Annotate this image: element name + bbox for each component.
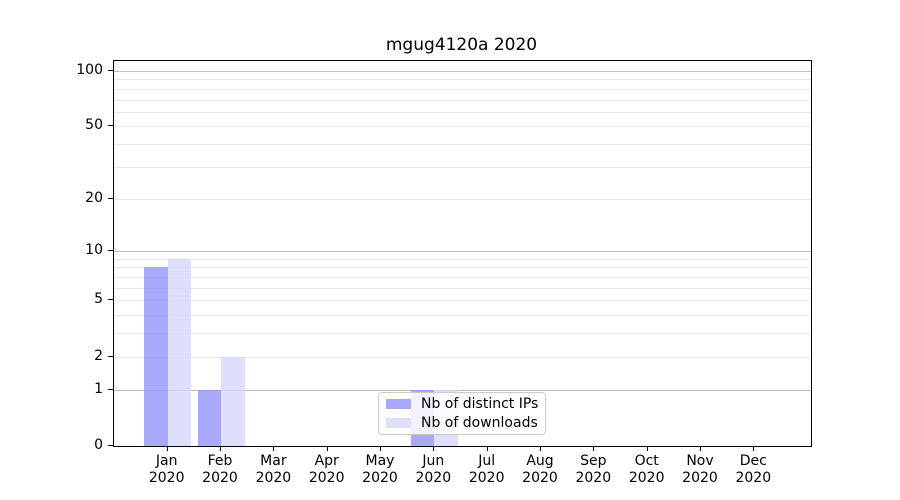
minor-gridline (114, 300, 811, 302)
minor-gridline (114, 99, 811, 101)
bar-feb-downloads (221, 356, 245, 446)
x-tick-mark (753, 446, 755, 451)
bar-feb-distinct-ips (197, 389, 221, 446)
x-tick-label-jun: Jun 2020 (415, 453, 452, 486)
x-tick-label-aug: Aug 2020 (522, 453, 558, 486)
y-tick-label: 2 (94, 347, 103, 364)
y-tick-label: 20 (85, 189, 103, 206)
y-tick-mark (108, 69, 113, 71)
y-tick-mark (108, 388, 113, 390)
major-gridline (114, 70, 811, 72)
minor-gridline (114, 79, 811, 81)
y-tick-label: 0 (94, 437, 103, 453)
x-tick-mark (220, 446, 221, 451)
x-tick-label-may: May 2020 (362, 453, 398, 486)
y-tick-label: 100 (76, 61, 103, 78)
y-tick-label: 5 (94, 291, 103, 308)
minor-gridline (114, 356, 811, 358)
minor-gridline (114, 277, 811, 278)
legend-swatch-downloads-icon (386, 418, 411, 428)
chart-title: mgug4120a 2020 (385, 35, 538, 55)
x-tick-mark (593, 446, 595, 451)
x-tick-mark (540, 446, 541, 451)
minor-gridline (114, 258, 811, 260)
major-gridline (114, 389, 811, 391)
x-tick-label-oct: Oct 2020 (628, 453, 665, 486)
minor-gridline (114, 198, 811, 200)
y-tick-mark (108, 125, 113, 127)
minor-gridline (114, 126, 811, 128)
x-tick-label-jul: Jul 2020 (468, 453, 505, 486)
y-tick-mark (108, 299, 113, 301)
legend-entry-distinct-ips: Nb of distinct IPs (386, 396, 545, 412)
minor-gridline (114, 267, 811, 269)
x-tick-mark (486, 446, 488, 451)
y-tick-mark (108, 355, 113, 357)
bar-jan-distinct-ips (144, 267, 168, 446)
x-tick-mark (326, 446, 328, 451)
minor-gridline (114, 315, 811, 317)
bar-jan-downloads (167, 258, 192, 446)
y-tick-mark (108, 445, 113, 446)
major-gridline (114, 251, 811, 253)
x-tick-label-feb: Feb 2020 (202, 453, 238, 486)
minor-gridline (114, 144, 811, 146)
x-tick-mark (273, 446, 275, 451)
y-tick-label: 50 (85, 117, 103, 134)
x-tick-label-apr: Apr 2020 (308, 453, 345, 486)
x-tick-label-jan: Jan 2020 (148, 453, 185, 486)
y-tick-mark (108, 197, 113, 199)
x-tick-label-dec: Dec 2020 (735, 453, 772, 486)
x-tick-mark (166, 446, 168, 451)
minor-gridline (114, 166, 811, 168)
plot-area: Nb of distinct IPs Nb of downloads (113, 60, 812, 447)
x-tick-label-sep: Sep 2020 (575, 453, 612, 486)
y-tick-label: 1 (94, 380, 103, 397)
legend-entry-downloads: Nb of downloads (386, 415, 545, 431)
legend-label-distinct-ips: Nb of distinct IPs (421, 396, 539, 412)
x-tick-mark (380, 446, 381, 451)
y-tick-label: 10 (85, 242, 103, 259)
legend-swatch-distinct-ips-icon (386, 399, 411, 409)
y-tick-mark (108, 250, 113, 252)
minor-gridline (114, 88, 811, 90)
x-tick-mark (646, 446, 648, 451)
minor-gridline (114, 287, 811, 289)
legend-label-downloads: Nb of downloads (421, 415, 538, 431)
minor-gridline (114, 333, 811, 335)
x-tick-mark (433, 446, 435, 451)
legend: Nb of distinct IPs Nb of downloads (378, 392, 546, 435)
x-tick-mark (700, 446, 701, 451)
x-tick-label-mar: Mar 2020 (255, 453, 292, 486)
x-tick-label-nov: Nov 2020 (682, 453, 718, 486)
minor-gridline (114, 111, 811, 113)
